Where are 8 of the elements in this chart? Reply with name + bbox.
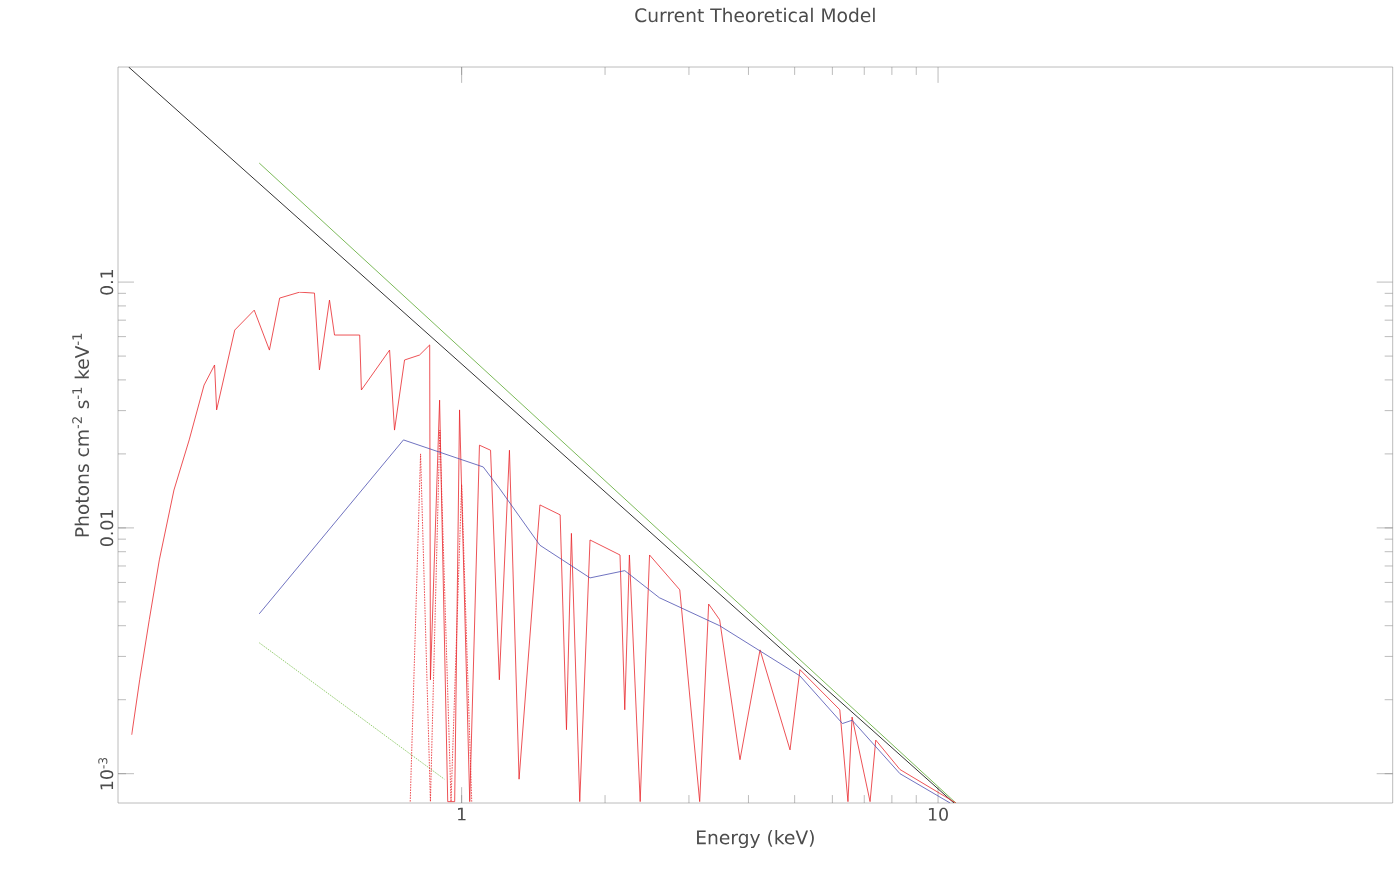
chart-title: Current Theoretical Model bbox=[635, 7, 875, 23]
x-axis-title: Energy (keV) bbox=[697, 829, 814, 849]
y-tick-label: 10$^{-3}$ bbox=[98, 757, 114, 790]
y-axis-title: Photons cm$^{-2}$ s$^{-1}$ keV$^{-1}$ bbox=[72, 333, 90, 537]
x-tick-label: 10 bbox=[928, 807, 948, 821]
y-tick-label: 0.1 bbox=[100, 269, 114, 295]
y-tick-label: 0.01 bbox=[100, 510, 114, 547]
x-tick-label: 1 bbox=[458, 807, 466, 821]
